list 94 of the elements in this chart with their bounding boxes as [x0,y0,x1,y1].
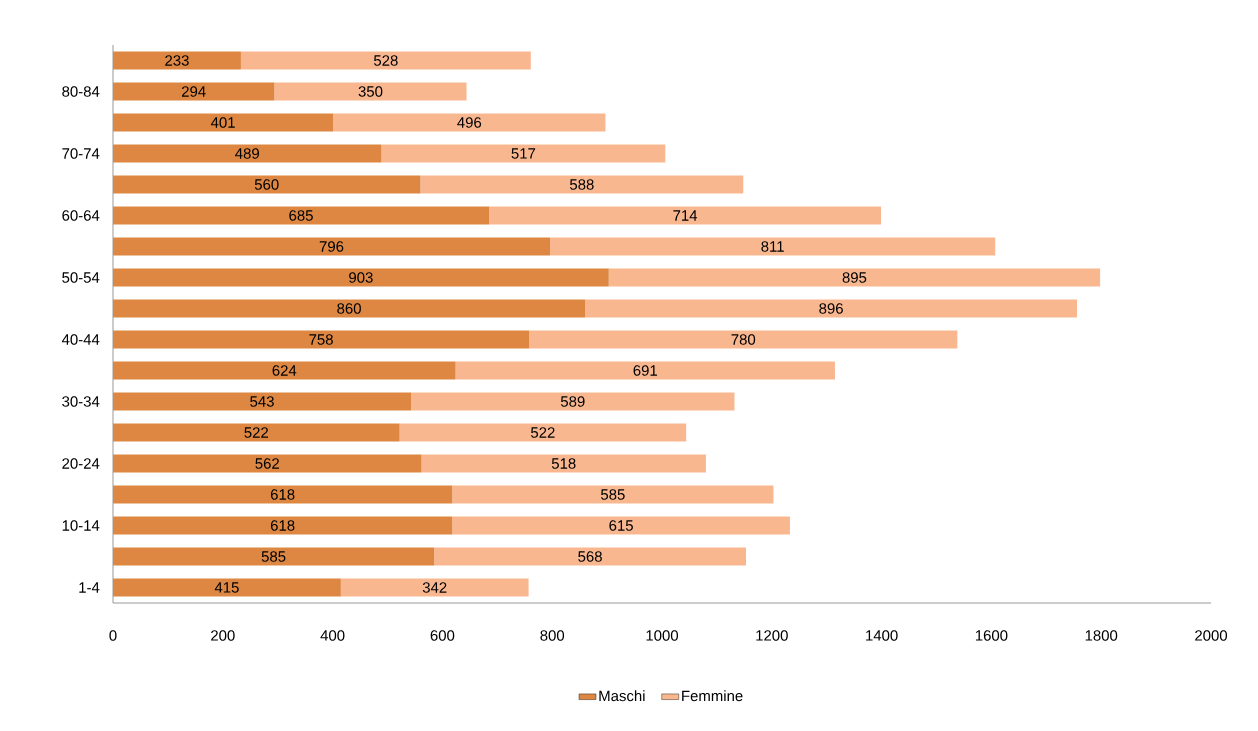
data-label: 517 [511,148,536,159]
data-label: 685 [289,210,313,221]
data-label: 543 [250,396,274,407]
data-label: 528 [373,55,398,66]
y-tick-label: 20-24 [62,458,100,469]
bar [452,516,790,535]
bar [381,144,666,163]
bar [113,485,453,504]
bar [113,330,530,349]
data-label: 758 [309,334,333,345]
x-tick-label: 1600 [975,630,1008,641]
x-tick-label: 0 [109,630,117,641]
x-tick-label: 600 [430,630,455,641]
bar [452,485,774,504]
x-tick-label: 1000 [646,630,679,641]
data-label: 903 [349,272,373,283]
bar [411,392,735,411]
data-label: 624 [272,365,297,376]
x-tick-label: 400 [320,630,345,641]
x-tick-label: 2000 [1195,630,1228,641]
bar [113,237,551,256]
data-label: 615 [609,520,633,531]
bar [489,206,882,225]
y-tick-label: 60-64 [62,210,100,221]
bar [113,454,422,473]
data-label: 415 [214,582,239,593]
bar [608,268,1101,287]
data-label: 860 [337,303,361,314]
x-tick-label: 800 [540,630,565,641]
data-label: 342 [422,582,447,593]
bar [399,423,687,442]
data-label: 589 [560,396,585,407]
y-tick-label: 80-84 [62,86,100,97]
data-label: 618 [270,489,295,500]
x-tick-label: 1200 [756,630,788,641]
data-label: 796 [319,241,344,252]
bar [113,51,241,70]
data-label: 496 [457,117,482,128]
bar [529,330,958,349]
bar [240,51,531,70]
data-label: 518 [551,458,576,469]
data-label: 560 [254,179,279,190]
bar [113,299,586,318]
bar [434,547,746,566]
bar [113,547,435,566]
data-label: 522 [244,427,269,438]
y-tick-label: 40-44 [61,334,100,345]
y-tick-label: 1-4 [79,582,100,593]
x-tick-label: 200 [211,630,235,641]
bar [113,578,341,597]
data-label: 585 [600,489,625,500]
y-tick-label: 50-54 [62,272,100,283]
data-label: 233 [165,55,189,66]
data-label: 489 [235,148,259,159]
data-label: 896 [819,303,843,314]
data-label: 618 [270,520,295,531]
bar [113,268,609,287]
x-tick-label: 1800 [1085,630,1118,641]
y-tick-label: 70-74 [62,148,100,159]
bar [585,299,1078,318]
bar [274,82,467,101]
data-label: 811 [761,241,784,252]
data-label: 714 [673,210,698,221]
bar [420,175,744,194]
y-tick-label: 30-34 [62,396,100,407]
data-label: 585 [261,551,286,562]
bar [550,237,996,256]
data-label: 522 [531,427,555,438]
bar [113,361,456,380]
data-label: 588 [569,179,594,190]
bar [113,144,382,163]
data-label: 401 [210,117,235,128]
bar [455,361,835,380]
data-label: 562 [255,458,279,469]
data-label: 568 [578,551,602,562]
legend-label: Femmine [682,690,743,702]
data-label: 895 [842,272,867,283]
bar [340,578,529,597]
bar [113,206,490,225]
data-label: 780 [731,334,756,345]
bar [113,113,334,132]
data-label: 691 [633,365,657,376]
bar [421,454,706,473]
data-label: 294 [181,86,206,97]
bar [113,82,275,101]
x-tick-label: 1400 [866,630,898,641]
bar [333,113,606,132]
bar [113,392,412,411]
bar [113,516,453,535]
bar [113,175,421,194]
y-tick-label: 10-14 [62,520,100,531]
legend-label: Maschi [599,690,645,702]
bar [113,423,400,442]
data-label: 350 [358,86,383,97]
